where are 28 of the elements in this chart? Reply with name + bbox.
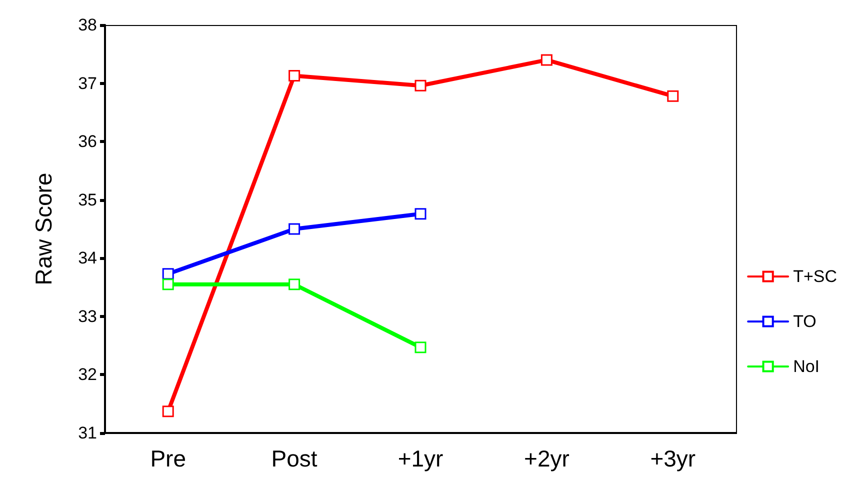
y-tick-label: 37 — [78, 74, 97, 93]
y-tick-label: 34 — [78, 248, 97, 268]
legend-label: T+SC — [793, 267, 838, 286]
x-tick-label: +1yr — [398, 446, 444, 472]
point — [162, 278, 174, 290]
point — [288, 70, 300, 82]
point — [288, 223, 300, 235]
point — [162, 268, 174, 280]
point — [414, 80, 426, 92]
x-tick-label: +2yr — [524, 446, 570, 472]
point — [162, 406, 174, 418]
point — [540, 54, 552, 66]
y-tick-label: 32 — [78, 365, 97, 384]
point — [414, 342, 426, 354]
y-tick-label: 31 — [78, 424, 97, 442]
legend-label: TO — [793, 312, 816, 331]
y-tick-label: 35 — [78, 190, 97, 210]
x-tick-label: +3yr — [650, 446, 696, 472]
point — [414, 208, 426, 220]
y-axis-title: Raw Score — [30, 172, 56, 286]
legend-label: NoI — [793, 357, 820, 376]
y-tick-label: 38 — [78, 16, 97, 34]
x-tick-label: Pre — [150, 446, 186, 472]
y-tick-label: 33 — [78, 306, 97, 326]
point — [667, 90, 679, 102]
x-tick-label: Post — [271, 446, 318, 472]
y-tick-label: 36 — [78, 132, 97, 152]
point — [288, 278, 300, 290]
